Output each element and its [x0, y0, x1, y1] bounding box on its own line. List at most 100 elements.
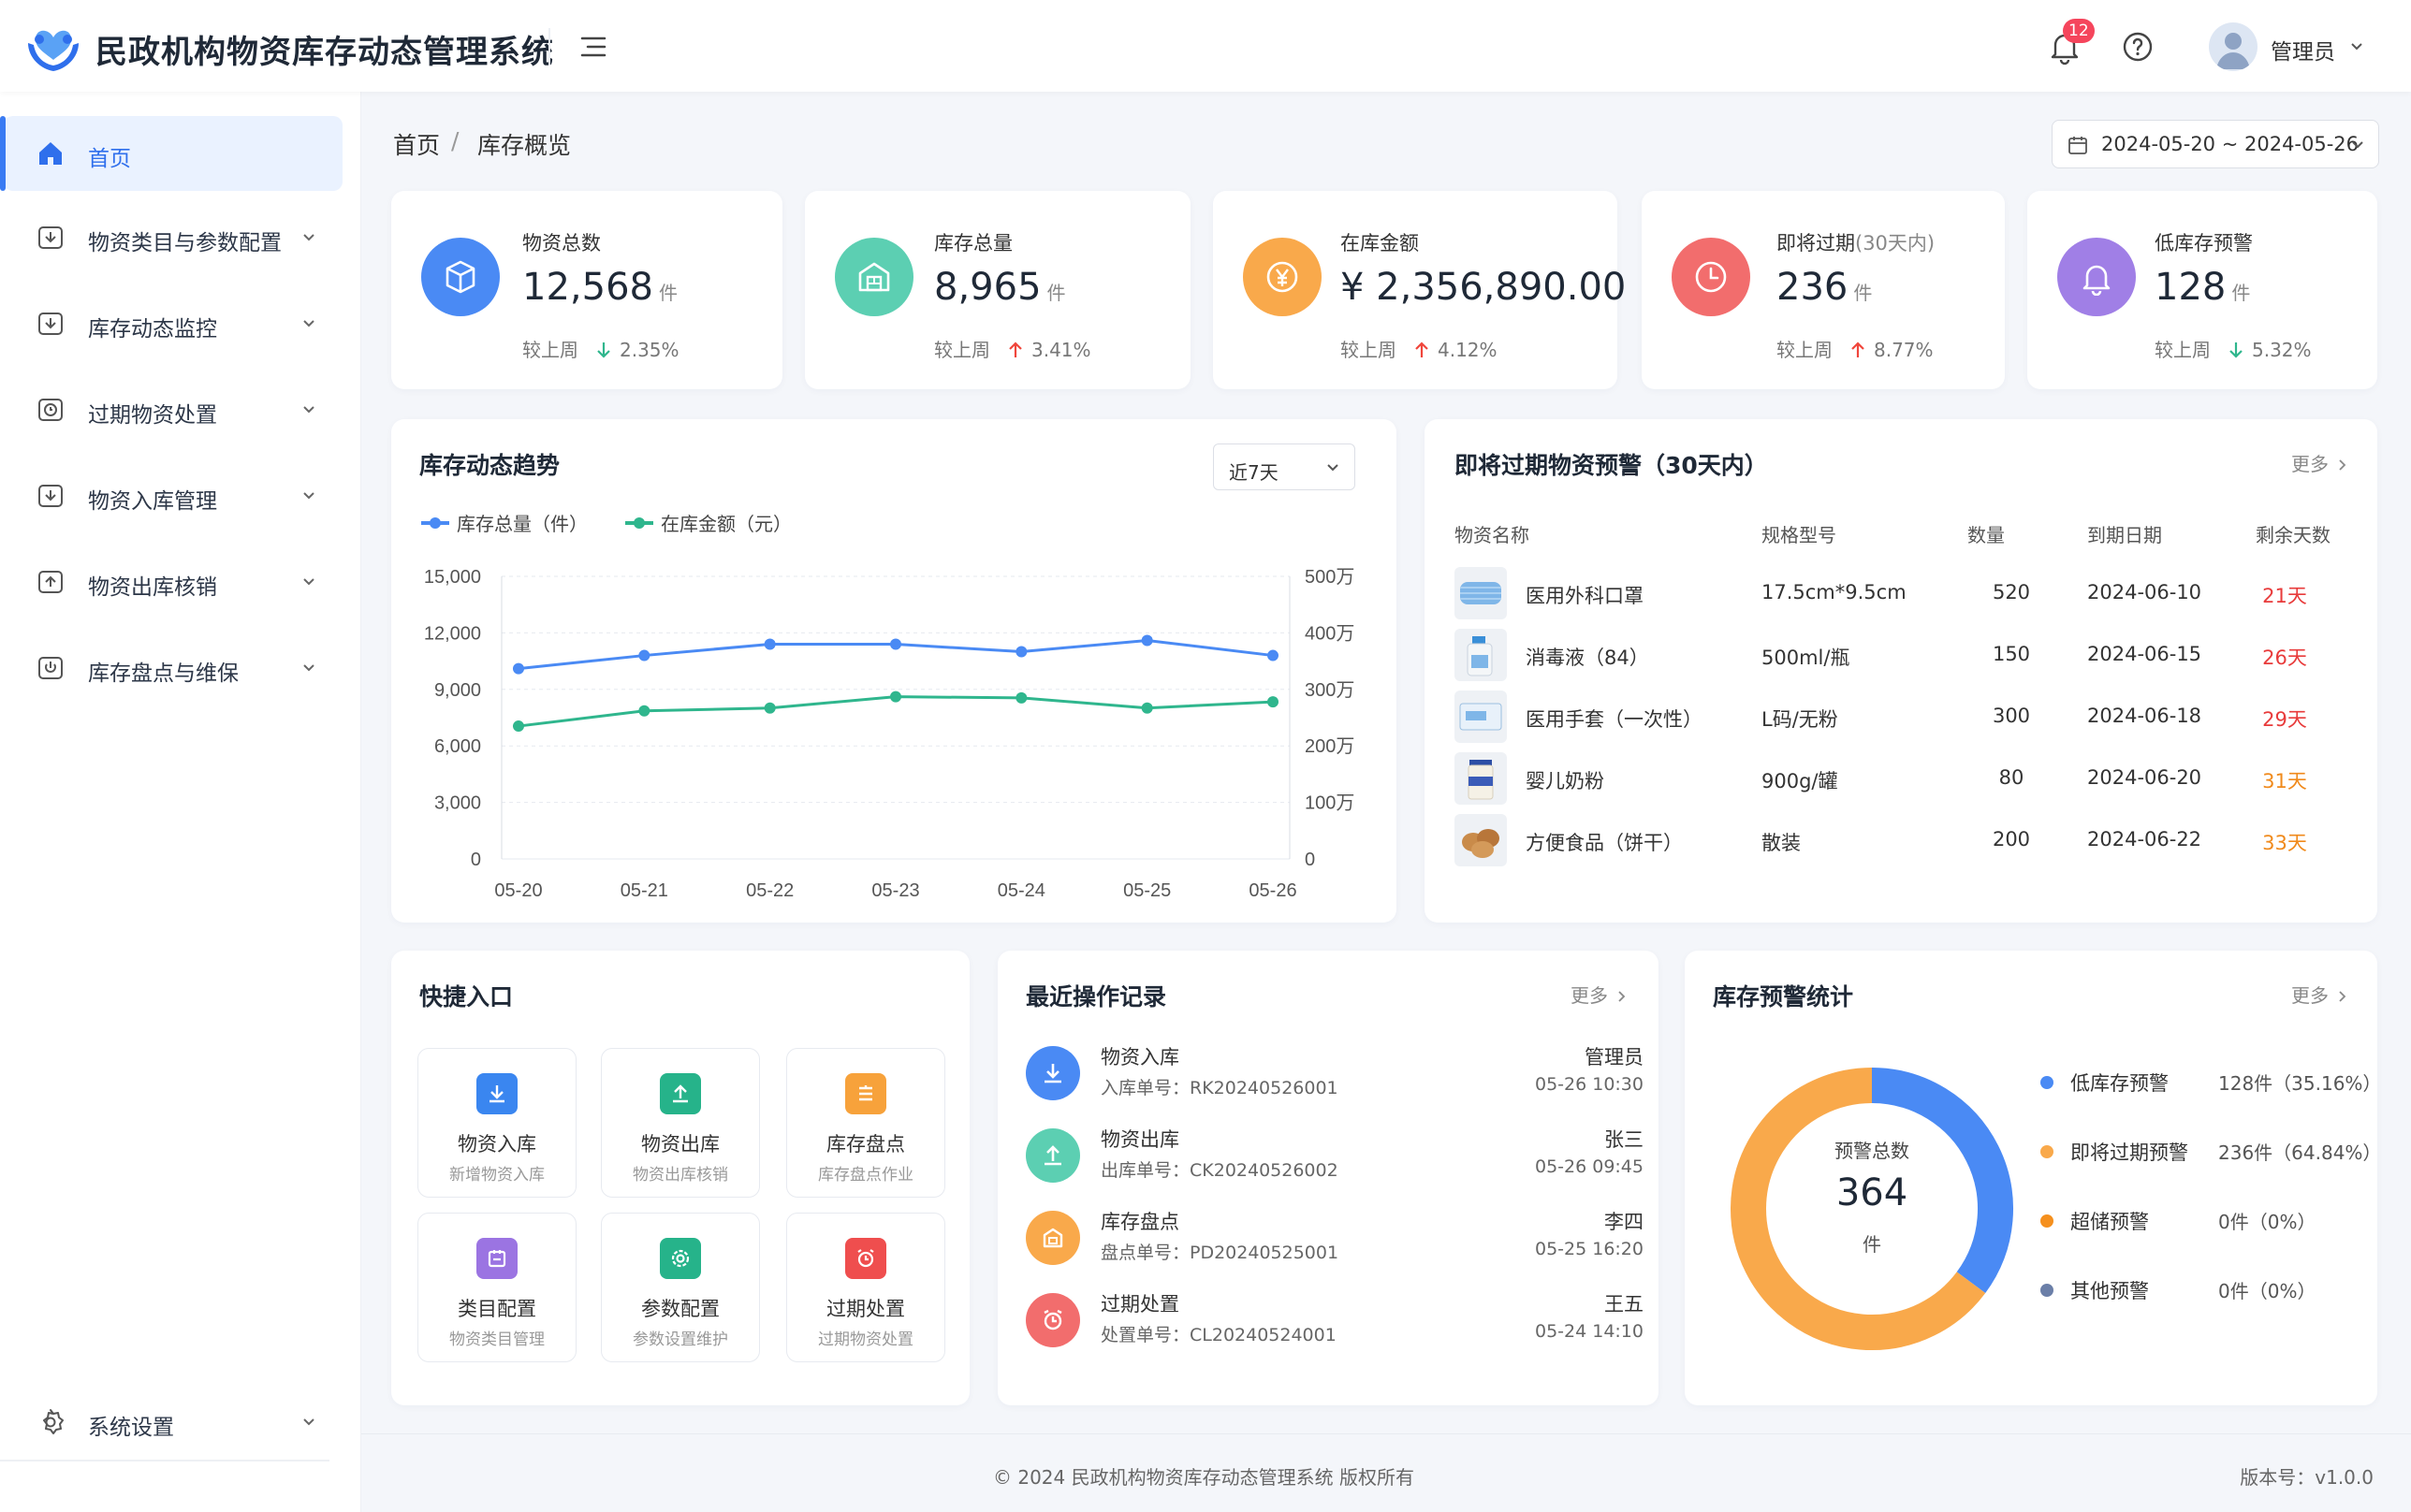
sidebar-item-inventory-monitor[interactable]: 库存动态监控: [4, 286, 343, 361]
bottle-thumbnail: [1454, 629, 1507, 681]
column-header-spec: 规格型号: [1761, 524, 1836, 546]
download-icon: [476, 1073, 518, 1114]
quick-entry-desc: 参数设置维护: [633, 1330, 728, 1349]
sidebar-item-label: 物资出库核销: [88, 575, 217, 600]
sidebar-item-inbound[interactable]: 物资入库管理: [4, 458, 343, 533]
donut-total: 364: [1835, 1171, 1908, 1214]
gloves-thumbnail: [1454, 691, 1507, 743]
sidebar-item-outbound[interactable]: 物资出库核销: [4, 545, 343, 619]
quick-entry-name: 过期处置: [826, 1298, 905, 1320]
expire-box-icon: [38, 399, 63, 421]
trend-range-value: 近7天: [1229, 461, 1279, 484]
sidebar-item-category-config[interactable]: 物资类目与参数配置: [4, 200, 343, 275]
y-right-tick-label: 100万: [1305, 793, 1354, 814]
record-item[interactable]: 过期处置 处置单号：CL20240524001 王五 05-24 14:10: [1026, 1287, 1644, 1362]
quick-entry-stocktake[interactable]: 库存盘点 库存盘点作业: [786, 1048, 945, 1198]
table-row[interactable]: 方便食品（饼干） 散装 200 2024-06-22 33天: [1454, 812, 2353, 868]
records-more-link[interactable]: 更多: [1571, 981, 1629, 1008]
x-tick-label: 05-22: [746, 880, 794, 901]
data-point: [764, 638, 776, 650]
quick-entry-category[interactable]: 类目配置 物资类目管理: [417, 1213, 577, 1362]
record-user: 王五: [1604, 1293, 1644, 1316]
item-name: 医用外科口罩: [1526, 585, 1644, 607]
x-tick-label: 05-23: [871, 880, 919, 901]
data-point: [638, 649, 650, 662]
footer-copyright: © 2024 民政机构物资库存动态管理系统 版权所有: [993, 1466, 1414, 1489]
quick-entry-disposal[interactable]: 过期处置 过期物资处置: [786, 1213, 945, 1362]
stat-icon-circle: [421, 238, 500, 316]
sidebar-item-settings[interactable]: 系统设置: [4, 1385, 343, 1460]
quick-entry-desc: 物资出库核销: [633, 1166, 728, 1185]
record-time: 05-25 16:20: [1534, 1239, 1644, 1259]
y-right-tick-label: 300万: [1305, 680, 1354, 701]
data-point: [513, 662, 524, 675]
quick-entry-card: 快捷入口 物资入库 新增物资入库 物资出库 物资出库核销 库存盘点 库存盘点作业…: [391, 951, 970, 1405]
table-row[interactable]: 医用手套（一次性） L码/无粉 300 2024-06-18 29天: [1454, 689, 2353, 745]
chevron-down-icon: [303, 234, 314, 241]
user-avatar[interactable]: [2209, 22, 2258, 71]
y-left-tick-label: 6,000: [434, 736, 481, 757]
stat-icon-circle: [1243, 238, 1322, 316]
sidebar-item-home[interactable]: 首页: [0, 116, 343, 191]
item-spec: L码/无粉: [1761, 708, 1838, 731]
record-title: 物资入库: [1101, 1046, 1179, 1069]
record-number: 入库单号：RK20240526001: [1101, 1078, 1338, 1098]
inbound-record-icon: [1026, 1046, 1080, 1100]
record-item[interactable]: 物资出库 出库单号：CK20240526002 张三 05-26 09:45: [1026, 1123, 1644, 1198]
stat-compare: 较上周 4.12%: [1340, 339, 1498, 361]
item-date: 2024-06-18: [2087, 705, 2202, 727]
legend-item-amount[interactable]: 在库金额（元）: [625, 509, 792, 536]
item-qty: 200: [1992, 828, 2031, 850]
sidebar-item-label: 物资入库管理: [88, 489, 217, 514]
legend-value: 0件（0%）: [2218, 1280, 2316, 1302]
record-title: 库存盘点: [1101, 1211, 1179, 1233]
date-range-picker[interactable]: 2024-05-20 ~ 2024-05-26: [2052, 120, 2379, 168]
chevron-down-icon: [303, 406, 314, 414]
sidebar-item-expired-disposal[interactable]: 过期物资处置: [4, 372, 343, 447]
warning-more-link[interactable]: 更多: [2291, 981, 2349, 1008]
record-item[interactable]: 库存盘点 盘点单号：PD20240525001 李四 05-25 16:20: [1026, 1205, 1644, 1280]
stat-title: 物资总数: [522, 232, 601, 254]
data-point: [513, 720, 524, 733]
quick-entry-outbound[interactable]: 物资出库 物资出库核销: [601, 1048, 760, 1198]
quick-entry-desc: 新增物资入库: [449, 1166, 545, 1185]
expiring-more-link[interactable]: 更多: [2291, 449, 2349, 476]
stat-compare: 较上周 8.77%: [1776, 339, 1934, 361]
sidebar: 首页 物资类目与参数配置 库存动态监控 过期物资处置 物资入库管理 物资出库核销…: [0, 92, 361, 1512]
menu-toggle-icon[interactable]: [573, 28, 614, 65]
user-name[interactable]: 管理员: [2271, 40, 2335, 65]
y-left-tick-label: 0: [471, 850, 481, 870]
stat-title: 在库金额: [1340, 232, 1419, 254]
warehouse-icon: [858, 262, 890, 292]
legend-name: 即将过期预警: [2070, 1141, 2188, 1164]
table-row[interactable]: 消毒液（84） 500ml/瓶 150 2024-06-15 26天: [1454, 627, 2353, 683]
top-header: 民政机构物资库存动态管理系统 12 管理员: [0, 0, 2411, 92]
record-number: 出库单号：CK20240526002: [1101, 1160, 1338, 1181]
upload-box-icon: [38, 571, 63, 593]
help-icon[interactable]: [2121, 30, 2155, 64]
quick-entry-name: 类目配置: [458, 1298, 536, 1320]
item-days-left: 29天: [2262, 708, 2307, 731]
trend-chart-card: 库存动态趋势 近7天 库存总量（件） 在库金额（元） 15,000 500万 12,…: [391, 419, 1396, 923]
trend-range-select[interactable]: 近7天: [1213, 443, 1355, 490]
data-point: [1141, 634, 1153, 647]
table-row[interactable]: 医用外科口罩 17.5cm*9.5cm 520 2024-06-10 21天: [1454, 565, 2353, 621]
breadcrumb-home[interactable]: 首页: [393, 132, 441, 159]
chevron-down-icon[interactable]: [2347, 37, 2366, 56]
record-time: 05-26 09:45: [1534, 1156, 1644, 1177]
legend-item-stock[interactable]: 库存总量（件）: [421, 509, 588, 536]
x-tick-label: 05-20: [494, 880, 542, 901]
breadcrumb-current: 库存概览: [477, 132, 572, 159]
stat-compare: 较上周 3.41%: [934, 339, 1091, 361]
quick-entry-inbound[interactable]: 物资入库 新增物资入库: [417, 1048, 577, 1198]
item-spec: 散装: [1761, 832, 1801, 854]
table-row[interactable]: 婴儿奶粉 900g/罐 80 2024-06-20 31天: [1454, 750, 2353, 807]
quick-entry-params[interactable]: 参数配置 参数设置维护: [601, 1213, 760, 1362]
stat-card-low-stock: 低库存预警 128 件 较上周 5.32%: [2027, 191, 2377, 389]
sidebar-item-stocktake[interactable]: 库存盘点与维保: [4, 631, 343, 705]
stat-compare: 较上周 2.35%: [522, 339, 679, 361]
expiring-title: 即将过期物资预警（30天内）: [1454, 452, 1768, 479]
record-item[interactable]: 物资入库 入库单号：RK20240526001 管理员 05-26 10:30: [1026, 1040, 1644, 1115]
notification-badge: 12: [2063, 19, 2095, 43]
stat-compare: 较上周 5.32%: [2155, 339, 2312, 361]
